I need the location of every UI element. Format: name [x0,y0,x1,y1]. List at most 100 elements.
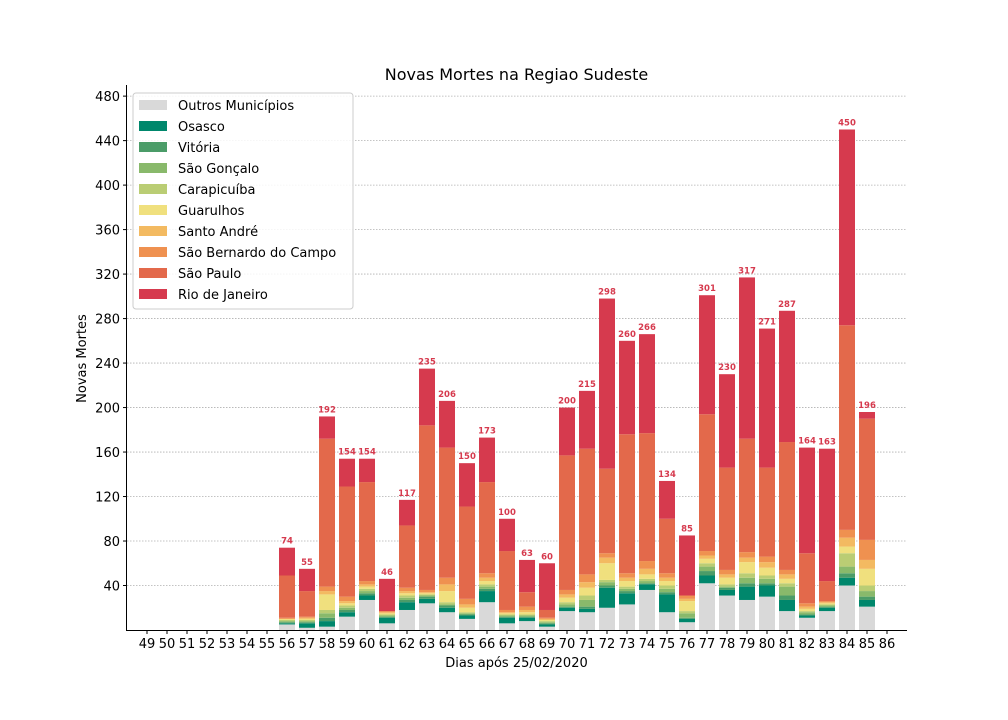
bar-segment [559,602,575,605]
bar-total-label: 450 [838,118,856,128]
bar-segment [679,611,695,614]
bar-segment [579,608,595,613]
bar-segment [579,390,595,449]
bar-segment [799,617,815,630]
bar-segment [859,568,875,586]
bar-segment [759,575,775,579]
bar-segment [479,437,495,483]
bar-segment [619,577,635,582]
bar-segment [559,407,575,456]
x-tick-label: 51 [179,637,196,652]
bar-segment [499,615,515,617]
x-tick-label: 67 [499,637,516,652]
bar-segment [779,578,795,584]
bar-segment [279,624,295,630]
y-tick-label: 240 [95,357,120,372]
bar-segment [439,612,455,630]
bar-segment [759,585,775,597]
legend: Outros Municípios Osasco Vitória São Gonçal… [132,92,354,310]
bar-segment [519,559,535,593]
bar-segment [339,458,355,487]
bar-segment [639,578,655,582]
y-tick-label: 360 [95,224,120,239]
bar-segment [419,593,435,595]
bar-segment [299,627,315,630]
bar-segment [839,546,855,554]
bar-segment [659,592,675,595]
bar-segment [699,563,715,567]
bar-total-label: 230 [718,363,736,373]
bar-segment [519,614,535,616]
bar-segment [599,579,615,583]
bar-segment [659,480,675,519]
y-tick-label: 200 [95,402,120,417]
x-tick-label: 73 [619,637,636,652]
y-axis-label: Novas Mortes [75,314,90,403]
bar-segment [579,448,595,575]
legend-frame [132,92,354,310]
bar-segment [319,613,335,618]
bar-segment [859,599,875,607]
bar-segment [699,414,715,552]
bar-segment [679,613,695,618]
bar-segment [699,575,715,584]
bar-segment [739,599,755,630]
bar-segment [499,613,515,615]
bar-segment [739,586,755,600]
bar-segment [639,589,655,630]
bar-segment [459,607,475,613]
x-tick-label: 57 [299,637,316,652]
bar-segment [699,551,715,556]
bar-segment [379,611,395,613]
bar-segment [859,591,875,597]
bar-segment [539,609,555,618]
bar-segment [519,615,535,617]
bar-segment [359,581,375,585]
bar-segment [759,556,775,563]
bar-segment [679,595,695,599]
bar-segment [859,539,875,560]
legend-swatch [139,100,167,110]
bar-segment [279,623,295,625]
bar-segment [439,607,455,613]
legend-swatch [139,247,167,257]
bar-segment [839,537,855,547]
bar-segment [659,594,675,613]
bar-segment [839,573,855,578]
legend-swatch [139,163,167,173]
bar-segment [359,584,375,587]
y-tick-label: 80 [103,535,120,550]
total-labels-group: 74 55 192 154 154 46 117 235 206 150 173 100 63 60 200… [281,118,876,577]
bar-segment [839,553,855,567]
bar-segment [359,599,375,630]
bar-segment [799,615,815,618]
bar-segment [579,599,595,607]
bar-segment [459,618,475,630]
bar-segment [859,418,875,540]
x-tick-label: 74 [639,637,656,652]
bar-segment [399,587,415,592]
x-tick-label: 69 [539,637,556,652]
bar-segment [579,582,595,588]
bar-segment [659,612,675,630]
x-tick-label: 80 [759,637,776,652]
bar-segment [519,609,535,613]
bar-segment [699,583,715,630]
bar-segment [519,621,535,630]
y-tick-label: 440 [95,135,120,150]
bar-segment [539,619,555,622]
bar-segment [719,569,735,575]
x-tick-label: 49 [139,637,156,652]
bar-segment [559,597,575,603]
x-tick-label: 85 [859,637,876,652]
bar-segment [479,584,495,587]
bar-segment [599,607,615,630]
bar-segment [619,434,635,574]
legend-swatch [139,289,167,299]
bar-segment [459,463,475,507]
bar-segment [739,577,755,584]
bar-segment [739,552,755,558]
bar-segment [479,573,495,578]
bar-segment [359,588,375,592]
bar-segment [619,588,635,592]
